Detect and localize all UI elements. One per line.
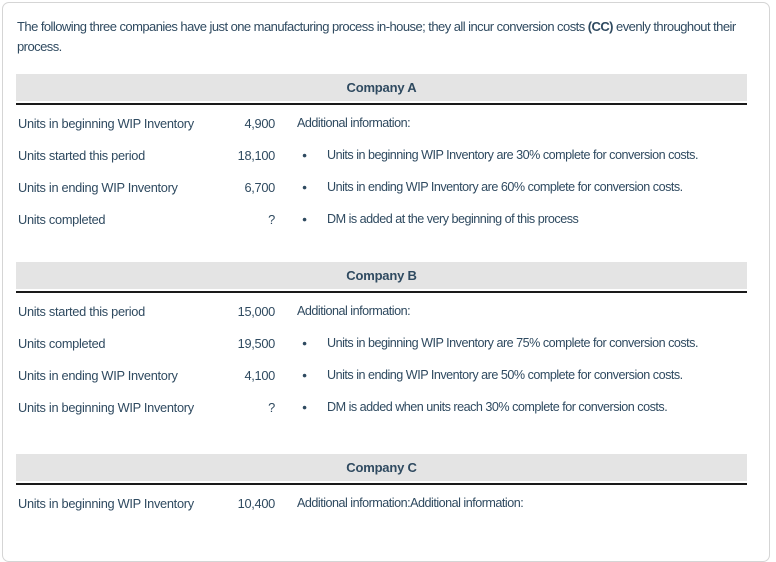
table-header-rule: [16, 291, 747, 293]
row-label: Units started this period: [18, 147, 145, 163]
table-title-band: Company B: [16, 262, 747, 289]
row-label: Units in ending WIP Inventory: [18, 367, 178, 383]
table-title-band: Company A: [16, 74, 747, 101]
table-row: Units started this period 15,000 Additio…: [16, 295, 747, 327]
row-label: Units completed: [18, 211, 106, 227]
bullet-icon: ●: [302, 181, 307, 192]
company-table: Company C Units in beginning WIP Invento…: [16, 454, 747, 519]
bullet-icon: ●: [302, 401, 307, 412]
intro-text-before: The following three companies have just …: [17, 19, 588, 34]
row-value: 4,100: [244, 367, 275, 383]
row-label: Units started this period: [18, 303, 145, 319]
table-title: Company A: [346, 80, 417, 95]
row-label: Units in beginning WIP Inventory: [18, 495, 194, 511]
table-rows: Units in beginning WIP Inventory 4,900 A…: [16, 105, 747, 235]
row-info-text: Units in beginning WIP Inventory are 75%…: [327, 336, 698, 350]
company-table: Company B Units started this period 15,0…: [16, 262, 747, 423]
table-header-rule: [16, 103, 747, 105]
row-info-text: Units in ending WIP Inventory are 50% co…: [327, 368, 683, 382]
row-info-text: DM is added at the very beginning of thi…: [327, 212, 579, 226]
row-label: Units in beginning WIP Inventory: [18, 115, 194, 131]
row-value: 4,900: [244, 115, 275, 131]
company-tables: Company A Units in beginning WIP Invento…: [16, 74, 751, 519]
table-row: Units in ending WIP Inventory 4,100 ● Un…: [16, 359, 747, 391]
row-info: ● DM is added at the very beginning of t…: [275, 212, 747, 226]
row-value: 6,700: [244, 179, 275, 195]
row-info: Additional information:: [275, 304, 747, 318]
row-label: Units in ending WIP Inventory: [18, 179, 178, 195]
row-info: ● Units in ending WIP Inventory are 50% …: [275, 368, 747, 382]
row-value: 19,500: [237, 335, 276, 351]
row-info: ● Units in beginning WIP Inventory are 3…: [275, 148, 747, 162]
bullet-icon: ●: [302, 369, 307, 380]
bullet-icon: ●: [302, 149, 307, 160]
table-rows: Units in beginning WIP Inventory 10,400 …: [16, 485, 747, 519]
row-info-text: Additional information:Additional inform…: [297, 496, 524, 510]
table-row: Units in beginning WIP Inventory ? ● DM …: [16, 391, 747, 423]
table-row: Units started this period 18,100 ● Units…: [16, 139, 747, 171]
table-row: Units in ending WIP Inventory 6,700 ● Un…: [16, 171, 747, 203]
table-header-rule: [16, 483, 747, 485]
table-row: Units in beginning WIP Inventory 4,900 A…: [16, 107, 747, 139]
row-label: Units in beginning WIP Inventory: [18, 399, 194, 415]
table-row: Units completed 19,500 ● Units in beginn…: [16, 327, 747, 359]
row-value: 18,100: [237, 147, 276, 163]
table-rows: Units started this period 15,000 Additio…: [16, 293, 747, 423]
row-value: ?: [268, 399, 275, 415]
row-value: ?: [268, 211, 275, 227]
row-info-text: Additional information:: [297, 116, 411, 130]
row-info-text: Units in ending WIP Inventory are 60% co…: [327, 180, 683, 194]
row-info-text: Additional information:: [297, 304, 411, 318]
row-info-text: Units in beginning WIP Inventory are 30%…: [327, 148, 698, 162]
row-info: Additional information:Additional inform…: [275, 496, 747, 510]
bullet-icon: ●: [302, 337, 307, 348]
row-info: Additional information:: [275, 116, 747, 130]
table-title: Company B: [346, 268, 417, 283]
row-info-text: DM is added when units reach 30% complet…: [327, 400, 668, 414]
row-info: ● Units in ending WIP Inventory are 60% …: [275, 180, 747, 194]
table-row: Units in beginning WIP Inventory 10,400 …: [16, 487, 747, 519]
intro-text-after: evenly throughout their process.: [17, 19, 736, 54]
row-value: 15,000: [237, 303, 276, 319]
row-label: Units completed: [18, 335, 106, 351]
intro-bold-cc: (CC): [587, 19, 614, 34]
row-info: ● Units in beginning WIP Inventory are 7…: [275, 336, 747, 350]
intro-paragraph: The following three companies have just …: [17, 17, 767, 56]
row-info: ● DM is added when units reach 30% compl…: [275, 400, 747, 414]
table-title-band: Company C: [16, 454, 747, 481]
table-title: Company C: [346, 460, 417, 475]
bullet-icon: ●: [302, 213, 307, 224]
company-table: Company A Units in beginning WIP Invento…: [16, 74, 747, 235]
table-row: Units completed ? ● DM is added at the v…: [16, 203, 747, 235]
row-value: 10,400: [237, 495, 276, 511]
